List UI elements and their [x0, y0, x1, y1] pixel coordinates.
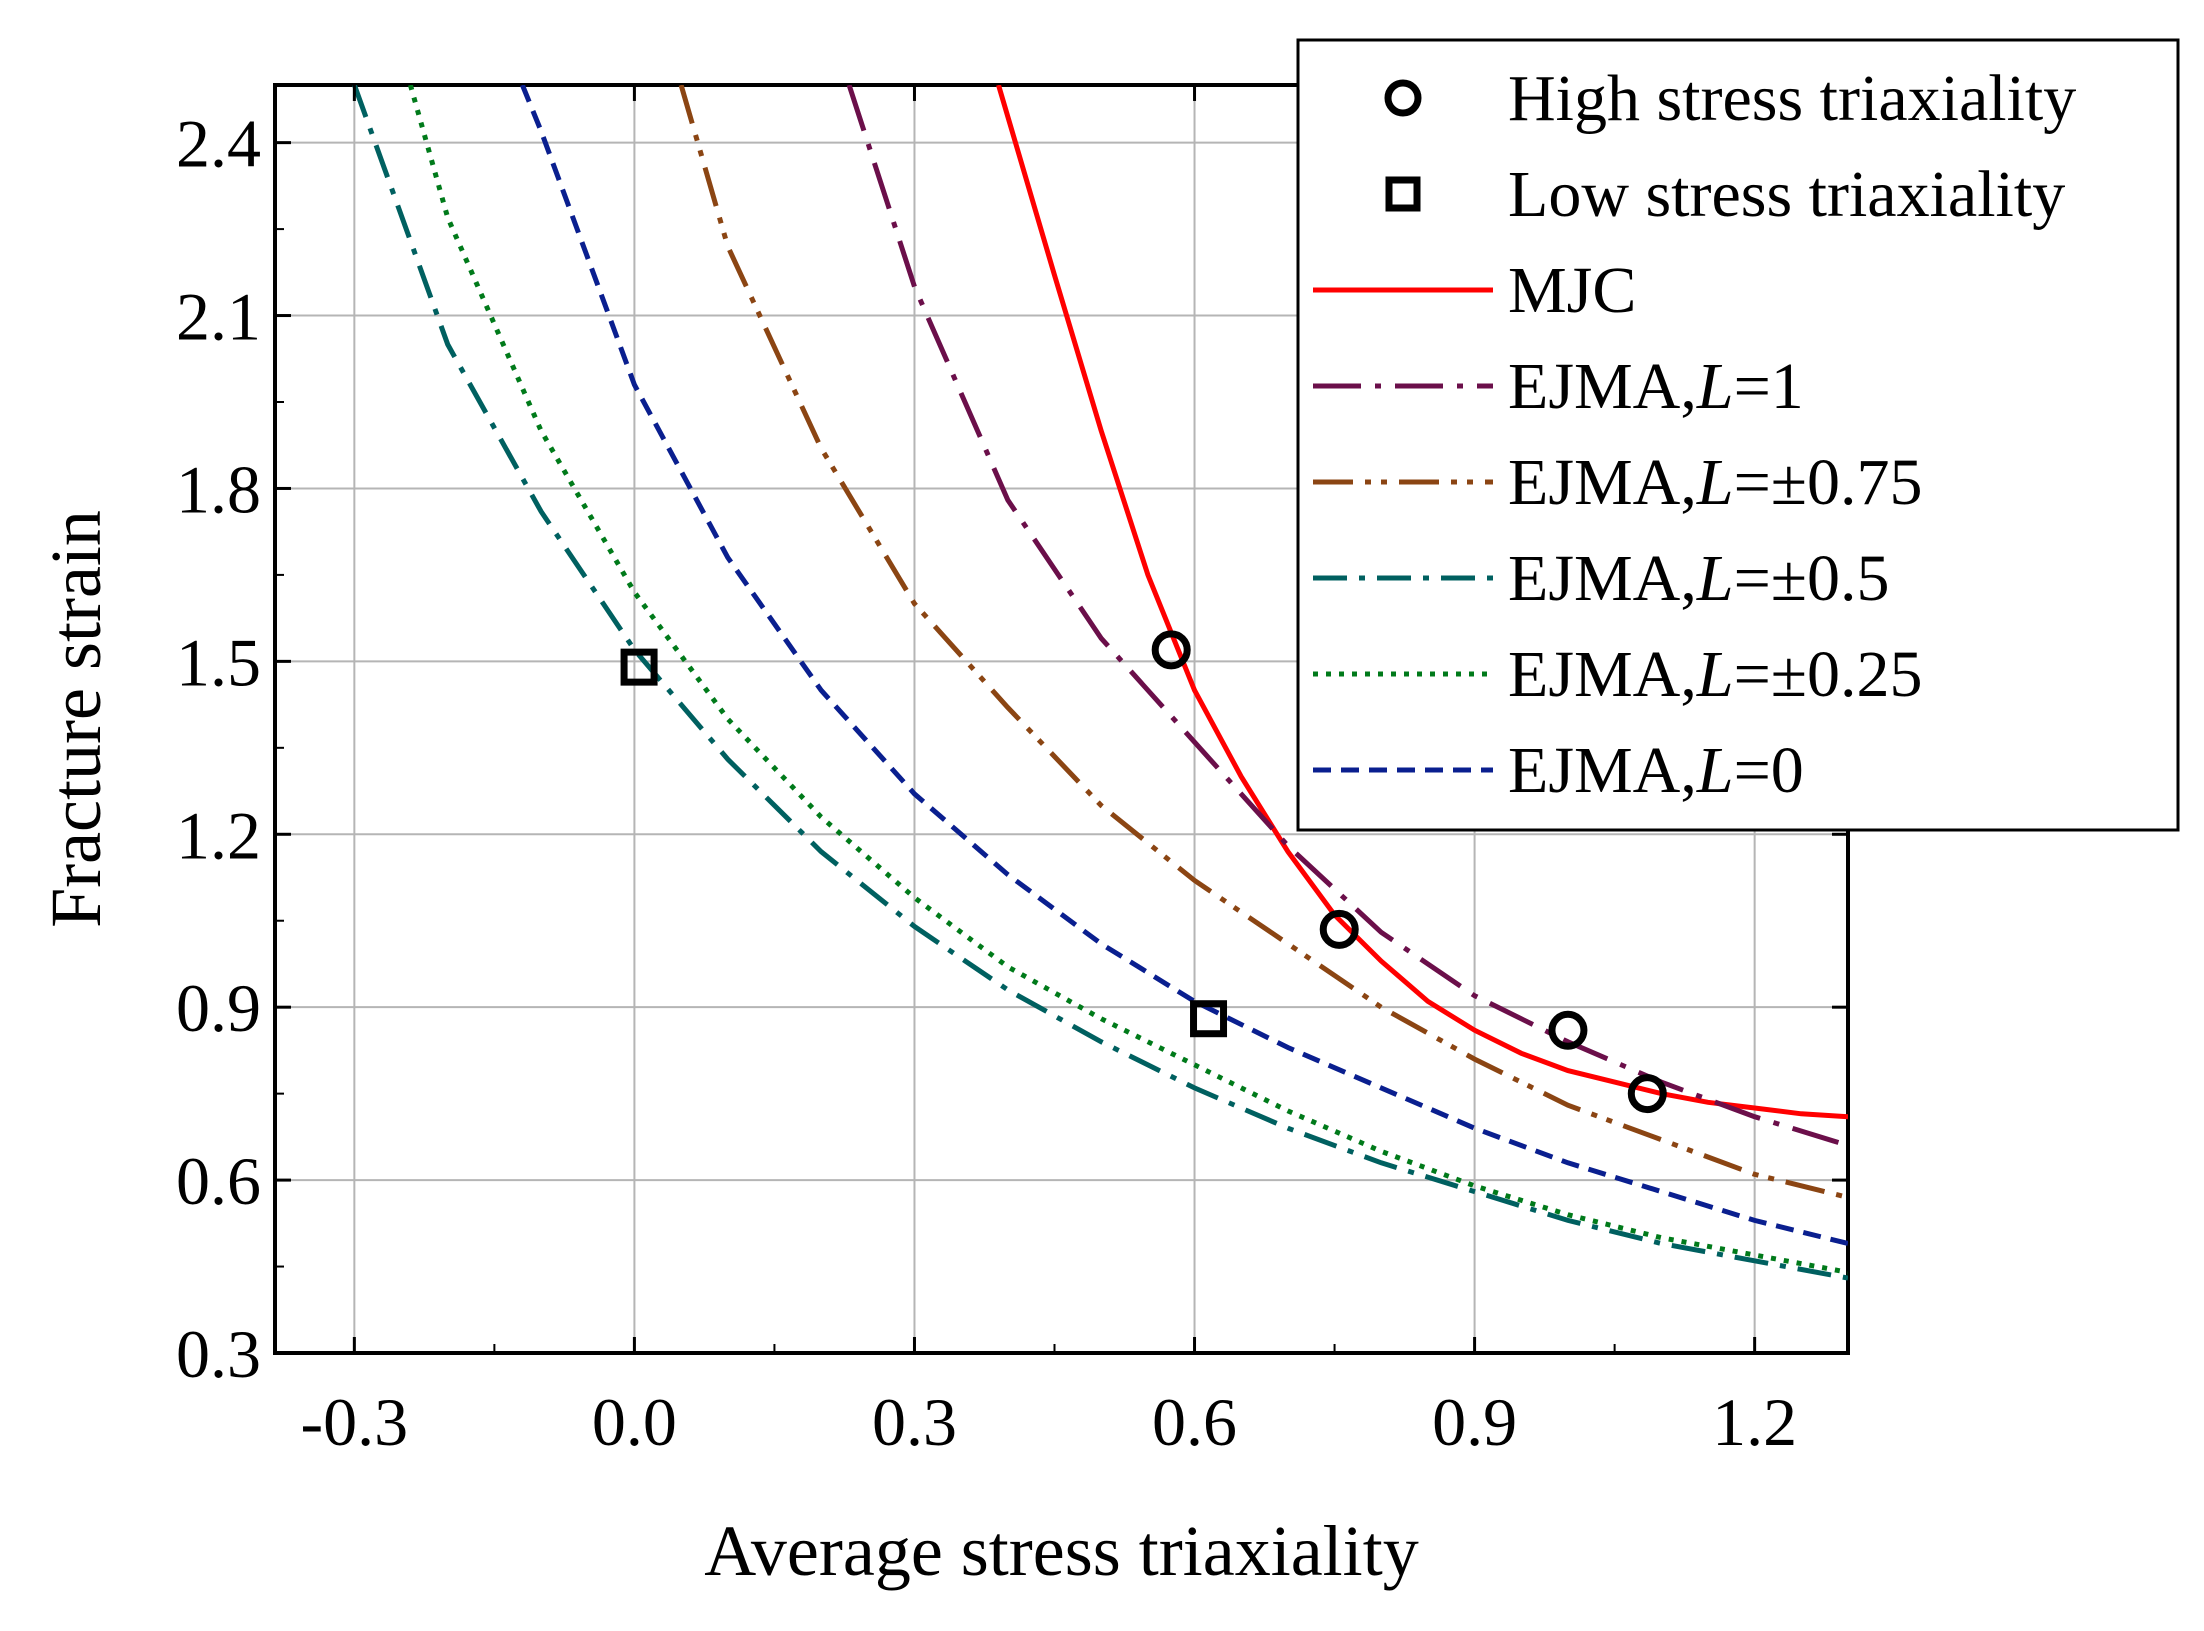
high-triaxiality-point: [1151, 630, 1191, 670]
legend-label: High stress triaxiality: [1508, 62, 2076, 135]
legend-label: EJMA,L=0: [1508, 734, 1804, 807]
y-tick-label: 1.8: [176, 451, 261, 527]
legend-marker: [1384, 79, 1422, 117]
legend-marker: [1385, 176, 1421, 212]
x-tick-label: -0.3: [301, 1384, 409, 1460]
x-tick-label: 0.0: [592, 1384, 677, 1460]
x-tick-label: 0.3: [872, 1384, 957, 1460]
high-triaxiality-point: [1319, 909, 1359, 949]
high-triaxiality-point: [1548, 1010, 1588, 1050]
y-tick-label: 0.6: [176, 1143, 261, 1219]
high-triaxiality-point: [1627, 1074, 1667, 1114]
series-line: [407, 85, 1848, 1275]
series-line: [846, 85, 1848, 1148]
y-tick-label: 2.4: [176, 106, 261, 182]
x-tick-label: 0.9: [1432, 1384, 1517, 1460]
legend-box: [1296, 38, 2180, 832]
y-axis-title: Fracture strain: [36, 510, 116, 928]
y-tick-label: 0.9: [176, 970, 261, 1046]
series-line: [996, 85, 1848, 1120]
series-line: [352, 85, 1848, 1281]
legend-label: EJMA,L=1: [1508, 350, 1804, 423]
legend-label: EJMA,L=±0.25: [1508, 638, 1923, 711]
low-triaxiality-point: [620, 648, 658, 686]
y-tick-label: 1.2: [176, 797, 261, 873]
legend: High stress triaxiality Low stress triaxi…: [1296, 38, 2180, 832]
y-tick-label: 1.5: [176, 624, 261, 700]
legend-label: MJC: [1508, 254, 1636, 327]
x-axis-title: Average stress triaxiality: [704, 1511, 1418, 1591]
series-line: [678, 85, 1848, 1200]
y-tick-label: 0.3: [176, 1316, 261, 1392]
legend-label: EJMA,L=±0.5: [1508, 542, 1890, 615]
legend-label: EJMA,L=±0.75: [1508, 446, 1923, 519]
x-tick-label: 0.6: [1152, 1384, 1237, 1460]
legend-label: Low stress triaxiality: [1508, 158, 2065, 231]
x-tick-label: 1.2: [1712, 1384, 1797, 1460]
y-tick-label: 2.1: [176, 279, 261, 355]
low-triaxiality-point: [1190, 1000, 1228, 1038]
series-layer: [352, 85, 1848, 1281]
ticks: -0.3 0.0 0.3 0.6 0.9 1.2 0.3 0.6 0.9 1.2 1.5 1.8 2.1…: [176, 85, 1848, 1460]
